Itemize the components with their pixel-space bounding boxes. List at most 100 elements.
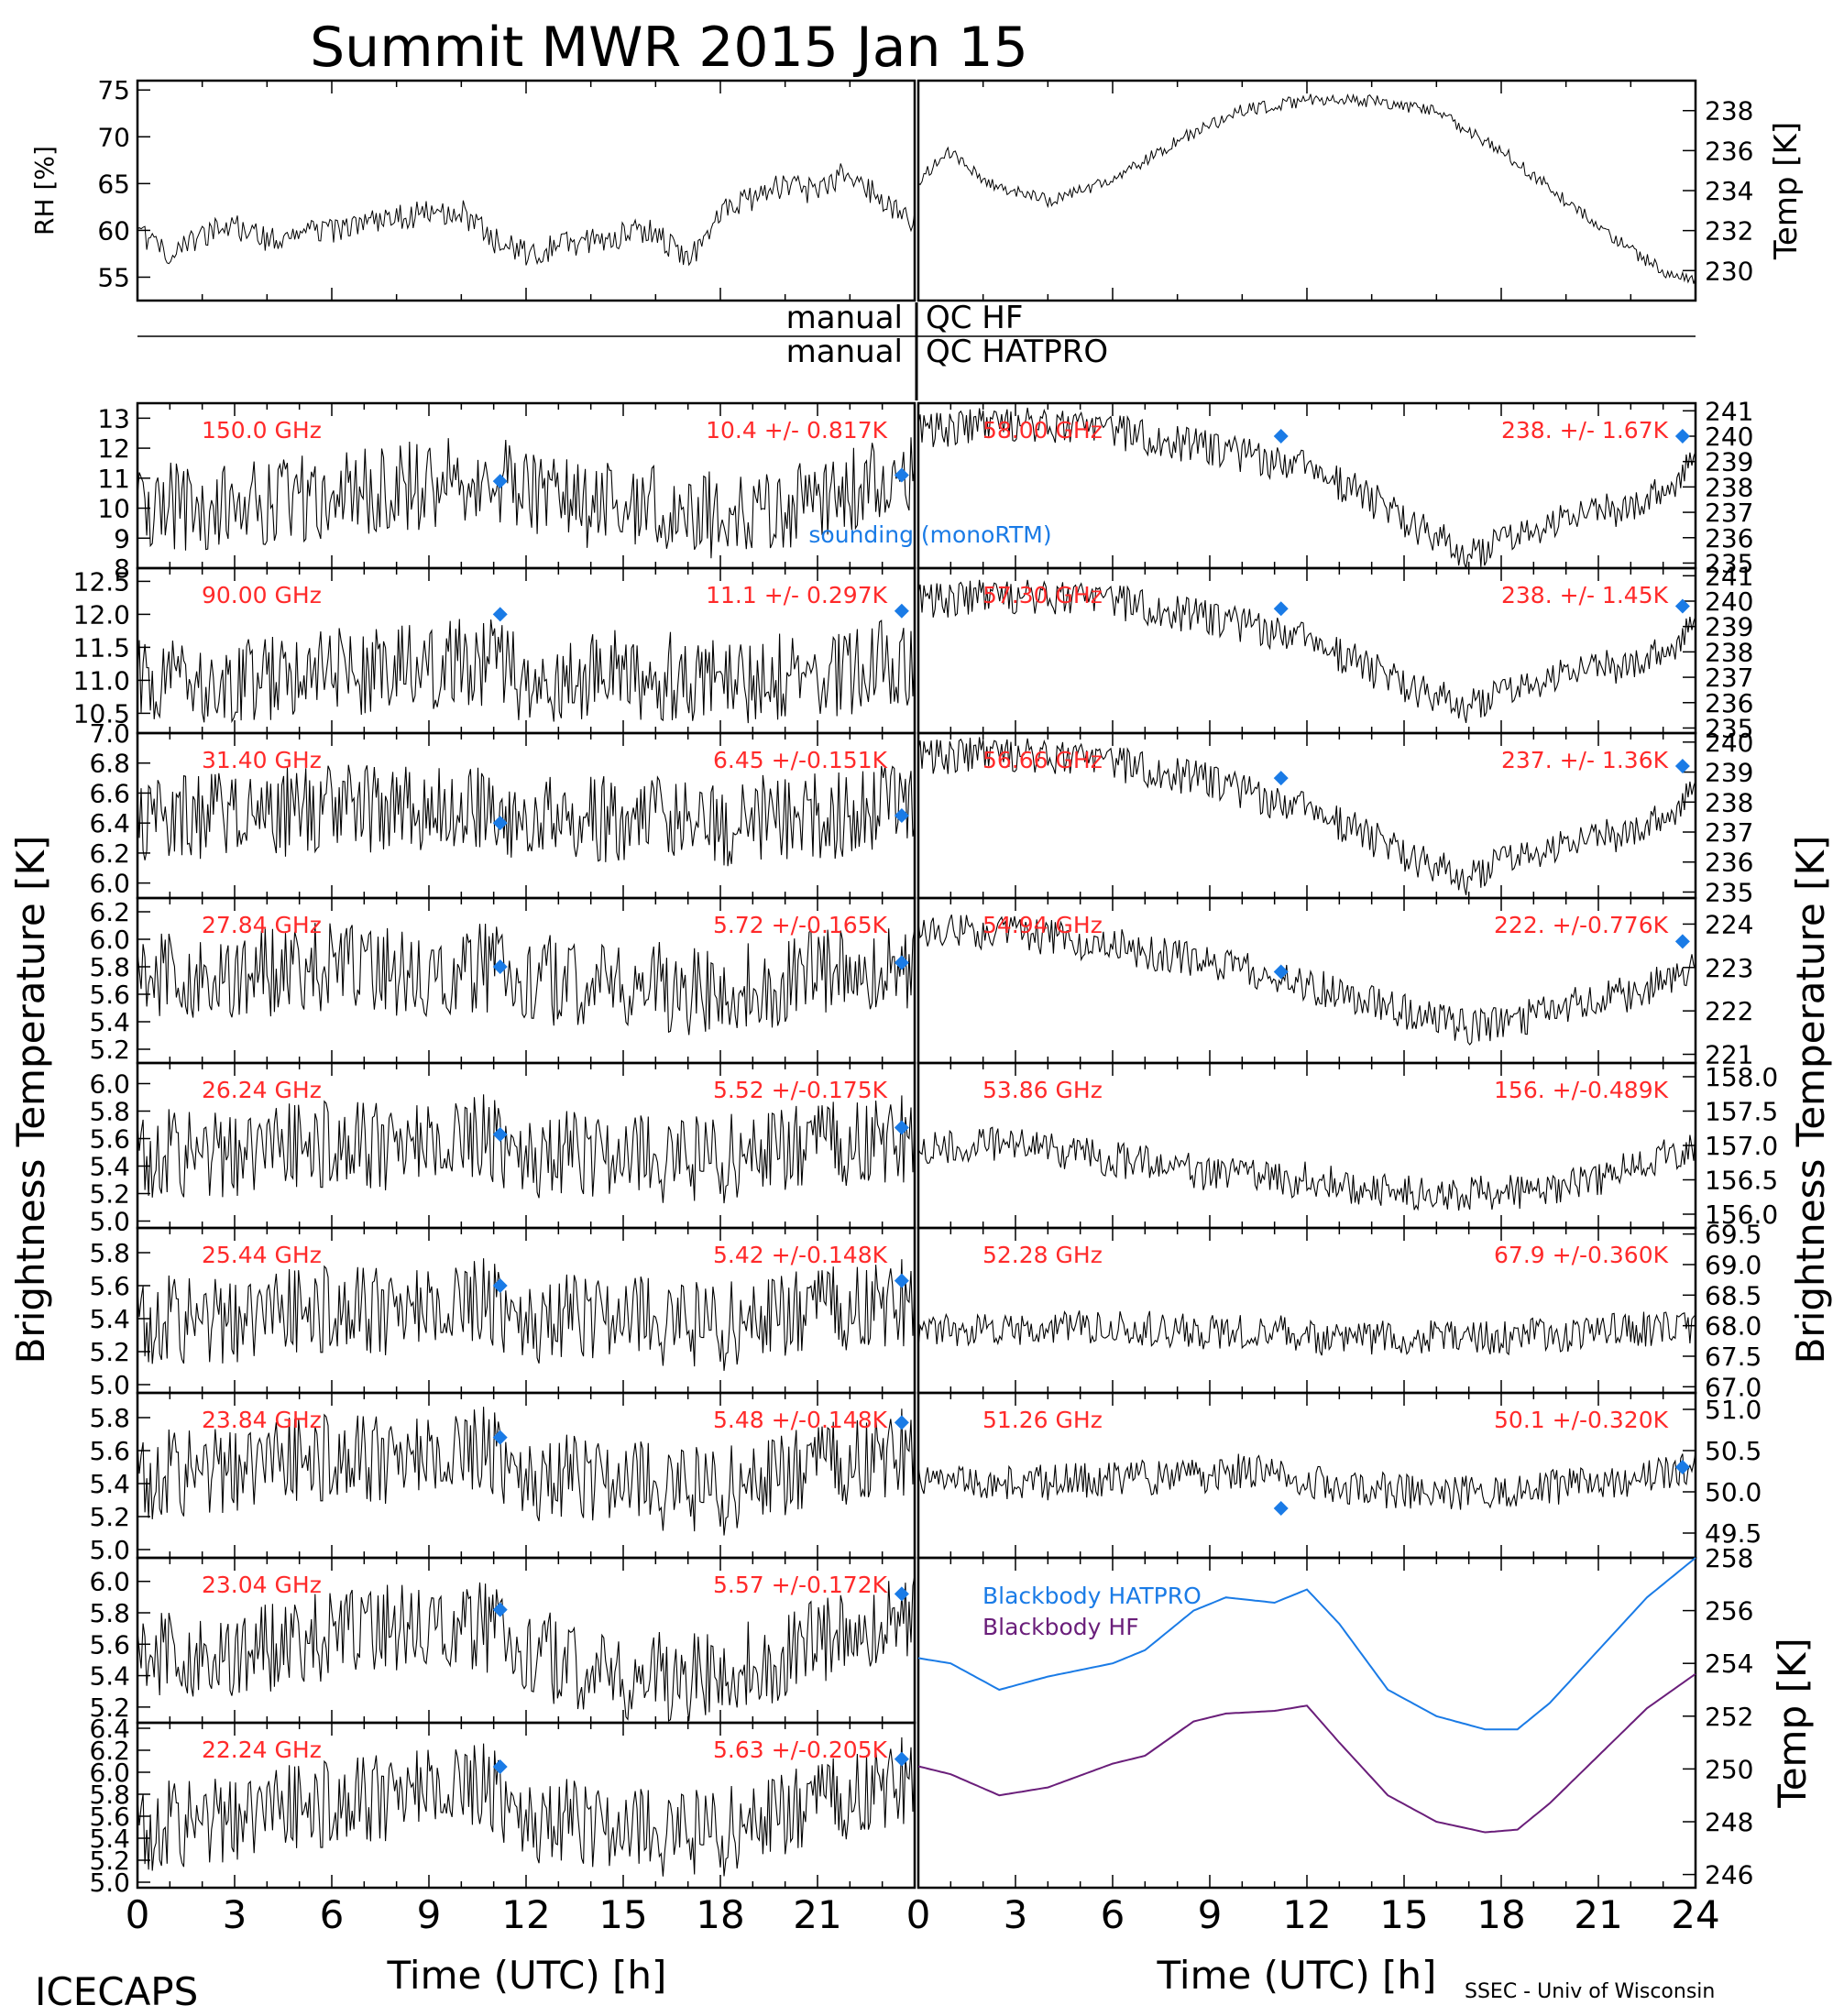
y-tick-label: 5.4 — [89, 1007, 130, 1037]
panel-hatpro_5126: 49.5 50.0 50.5 51.0 51.26 GHz 50.1 +/-0.320K — [916, 1391, 1762, 1560]
y-tick-label: 6.0 — [89, 925, 130, 955]
y-tick-label: 236 — [1705, 688, 1753, 718]
y-tick-label: 12.0 — [73, 599, 130, 630]
y-tick-label: 6.4 — [89, 1714, 130, 1744]
y-tick-label: 5.6 — [89, 1124, 130, 1155]
y-tick-label: 5.2 — [89, 1035, 130, 1065]
channel-stat-label: 237. +/- 1.36K — [1501, 747, 1669, 773]
y-tick-label: 10 — [97, 494, 130, 524]
y-tick-label: 5.8 — [89, 1403, 130, 1433]
y-tick-label: 224 — [1705, 909, 1753, 939]
sounding-point — [492, 1602, 508, 1617]
y-tick-label: 239 — [1705, 447, 1753, 477]
x-tick-label: 0 — [126, 1892, 150, 1937]
sounding-point — [1273, 1501, 1289, 1516]
y-tick-label: 252 — [1705, 1702, 1753, 1732]
right-y-axis-label: Brightness Temperature [K] — [1788, 836, 1833, 1364]
channel-label: 26.24 GHz — [202, 1077, 322, 1103]
y-tick-label: 5.8 — [89, 1598, 130, 1628]
y-tick-label: 60 — [97, 215, 130, 246]
y-tick-label: 6.2 — [89, 838, 130, 869]
series-line-trace — [137, 923, 916, 1035]
channel-label: 23.84 GHz — [202, 1407, 322, 1433]
sounding-point — [894, 1120, 909, 1135]
y-tick-label: 68.5 — [1705, 1280, 1762, 1310]
y-tick-label: 5.0 — [89, 1207, 130, 1237]
y-tick-label: 236 — [1705, 523, 1753, 553]
x-tick-label: 18 — [1476, 1892, 1525, 1937]
channel-label: 90.00 GHz — [202, 582, 322, 608]
panel-hatpro_5228: 67.067.568.068.569.069.5 52.28 GHz 67.9 +/… — [916, 1220, 1762, 1402]
channel-stat-label: 238. +/- 1.67K — [1501, 417, 1669, 444]
y-tick-label: 5.4 — [89, 1661, 130, 1692]
x-tick-label: 18 — [696, 1892, 744, 1937]
y-tick-label: 237 — [1705, 663, 1753, 693]
panel-blackbody: 246 248 250 252 254 256 258 — [916, 1543, 1753, 1890]
y-tick-label: 237 — [1705, 498, 1753, 528]
qc-hf-label: QC HF — [926, 300, 1023, 336]
y-tick-label: 12 — [97, 433, 130, 464]
y-tick-label: 157.0 — [1705, 1131, 1778, 1161]
x-tick-label: 0 — [906, 1892, 931, 1937]
y-tick-label: 240 — [1705, 728, 1753, 758]
y-tick-label: 6.0 — [89, 869, 130, 899]
y-tick-label: 5.2 — [89, 1502, 130, 1532]
sounding-point — [1674, 598, 1690, 614]
sounding-point — [492, 816, 508, 831]
y-tick-label: 5.8 — [89, 1780, 130, 1810]
channel-stat-label: 67.9 +/-0.360K — [1494, 1242, 1669, 1268]
y-tick-label: 50.5 — [1705, 1436, 1762, 1466]
y-tick-label: 246 — [1705, 1860, 1753, 1890]
channel-stat-label: 156. +/-0.489K — [1494, 1077, 1669, 1103]
series-line-blackbody-hatpro — [917, 1557, 1696, 1731]
channel-label: 57.30 GHz — [982, 582, 1103, 608]
y-tick-label: 235 — [1705, 877, 1753, 907]
y-tick-label: 6.0 — [89, 1758, 130, 1788]
sounding-point — [492, 1278, 508, 1293]
y-tick-label: 5.2 — [89, 1337, 130, 1367]
y-tick-label: 248 — [1705, 1807, 1753, 1837]
y-tick-label: 5.4 — [89, 1469, 130, 1499]
y-tick-label: 236 — [1705, 848, 1753, 878]
y-tick-label: 239 — [1705, 758, 1753, 788]
channel-stat-label: 5.48 +/-0.148K — [713, 1407, 888, 1433]
y-tick-label: 240 — [1705, 586, 1753, 617]
series-line-trace — [137, 764, 916, 867]
series-line-trace — [137, 1407, 916, 1536]
y-tick-label: 70 — [97, 122, 130, 152]
y-tick-label: 6.0 — [89, 1567, 130, 1597]
y-tick-label: 5.4 — [89, 1152, 130, 1182]
sounding-point — [1674, 1460, 1690, 1474]
x-tick-label: 9 — [417, 1892, 442, 1937]
y-tick-label: 68.0 — [1705, 1311, 1762, 1342]
series-line-trace — [137, 437, 916, 559]
panel-hatpro_2304: 5.25.45.65.86.0 23.04 GHz 5.57 +/-0.172K — [89, 1556, 916, 1725]
panel-rh: 55 60 65 70 75 — [97, 75, 916, 302]
x-axis-label-left: Time (UTC) [h] — [387, 1953, 667, 1998]
channel-stat-label: 222. +/-0.776K — [1494, 912, 1669, 938]
series-line-trace — [917, 1310, 1696, 1356]
y-tick-label: 235 — [1705, 713, 1753, 743]
x-tick-label: 15 — [1379, 1892, 1428, 1937]
sounding-point — [492, 474, 508, 489]
sounding-point — [894, 1273, 909, 1288]
manual-hatpro-label: manual — [786, 334, 903, 370]
x-tick-label: 9 — [1198, 1892, 1223, 1937]
x-axis-label-right: Time (UTC) [h] — [1157, 1953, 1437, 1998]
y-tick-label: 241 — [1705, 396, 1753, 426]
sounding-point — [492, 607, 508, 622]
sounding-point — [894, 1586, 909, 1602]
qc-hatpro-label: QC HATPRO — [926, 334, 1108, 370]
y-tick-label: 158.0 — [1705, 1062, 1778, 1092]
sounding-point — [894, 467, 909, 483]
y-tick-label: 258 — [1705, 1543, 1753, 1573]
x-tick-label: 12 — [501, 1892, 550, 1937]
y-tick-label: 221 — [1705, 1040, 1753, 1070]
y-tick-label: 75 — [97, 75, 130, 105]
y-tick-label: 50.0 — [1705, 1477, 1762, 1507]
y-tick-label: 5.8 — [89, 952, 130, 982]
